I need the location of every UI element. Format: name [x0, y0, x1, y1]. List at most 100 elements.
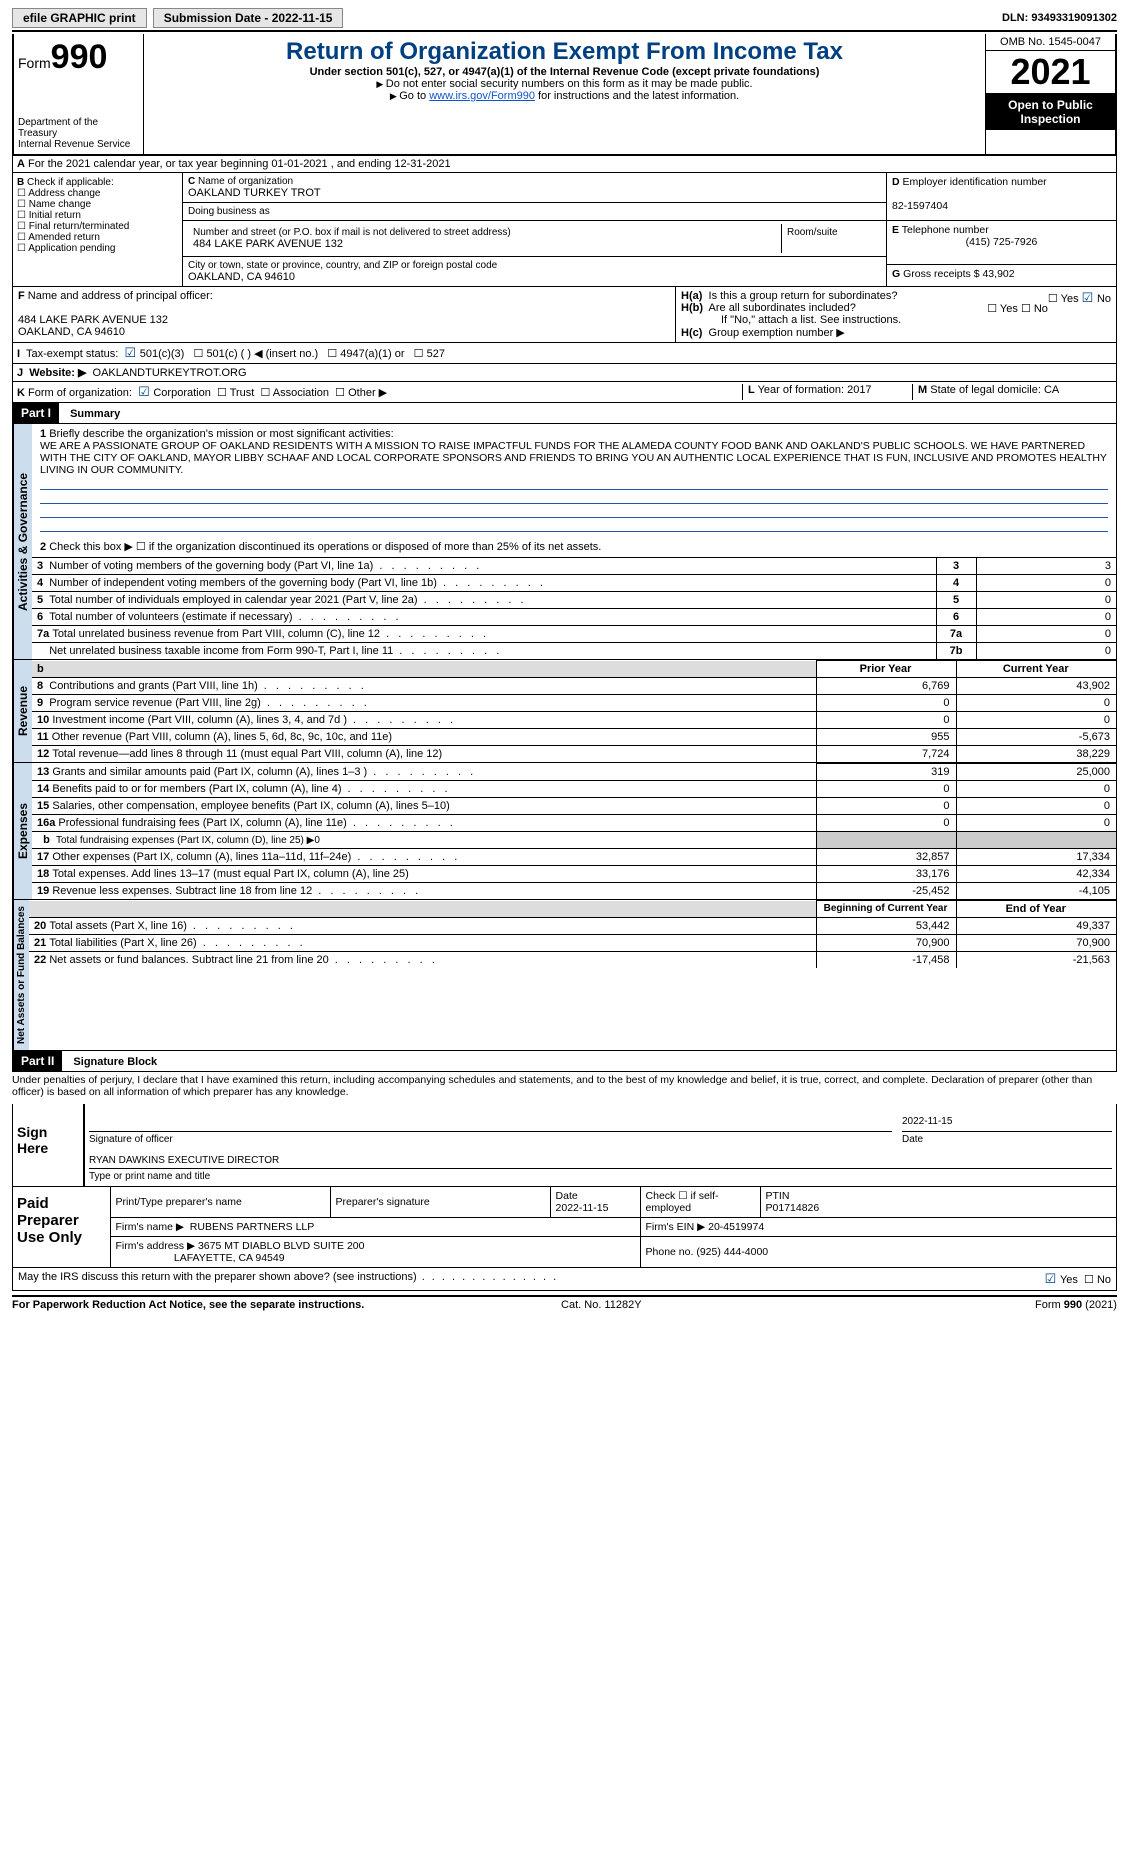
k-trust[interactable]: Trust	[217, 387, 254, 399]
g7b-v: 0	[976, 643, 1116, 660]
phone-label: Phone no.	[646, 1246, 694, 1258]
m-label: State of legal domicile:	[930, 384, 1041, 396]
form-number: 990	[51, 38, 108, 76]
r12-t: Total revenue—add lines 8 through 11 (mu…	[52, 748, 442, 760]
hb-no[interactable]: No	[1021, 303, 1048, 315]
n20-t: Total assets (Part X, line 16)	[49, 920, 296, 932]
row-a: A For the 2021 calendar year, or tax yea…	[12, 156, 1117, 173]
col-c: C Name of organization OAKLAND TURKEY TR…	[183, 173, 886, 286]
g4-k: 4	[936, 575, 976, 592]
room-label: Room/suite	[787, 227, 838, 238]
n20-py: 53,442	[816, 918, 956, 935]
e16a-t: Professional fundraising fees (Part IX, …	[58, 817, 455, 829]
ptin-label: PTIN	[766, 1190, 790, 1202]
form-990-page: efile GRAPHIC print Submission Date - 20…	[0, 0, 1129, 1319]
i-label: Tax-exempt status:	[26, 348, 118, 360]
col-deg: D Employer identification number 82-1597…	[886, 173, 1116, 286]
officer-name-title: RYAN DAWKINS EXECUTIVE DIRECTOR	[89, 1155, 279, 1166]
k-label: Form of organization:	[28, 387, 132, 399]
n22-py: -17,458	[816, 952, 956, 969]
prep-sig-label: Preparer's signature	[330, 1187, 550, 1218]
firm-ein-label: Firm's EIN ▶	[646, 1221, 706, 1233]
paid-preparer-label: Paid Preparer Use Only	[13, 1187, 110, 1267]
n21-t: Total liabilities (Part X, line 26)	[49, 937, 305, 949]
sig-date-value: 2022-11-15	[902, 1116, 1112, 1132]
g6-t: Total number of volunteers (estimate if …	[49, 611, 401, 623]
ha-yes[interactable]: Yes	[1048, 293, 1079, 305]
chk-final-return[interactable]: Final return/terminated	[17, 221, 129, 232]
k-other[interactable]: Other ▶	[335, 387, 387, 399]
g3-t: Number of voting members of the governin…	[49, 560, 482, 572]
l-val: 2017	[847, 384, 871, 396]
check-self-employed[interactable]: Check ☐ if self-employed	[640, 1187, 760, 1218]
b-label: Check if applicable:	[27, 177, 114, 188]
f-label: Name and address of principal officer:	[28, 290, 213, 302]
submission-date-badge: Submission Date - 2022-11-15	[153, 8, 344, 28]
hb-text: Are all subordinates included?	[709, 302, 856, 314]
activities-governance: Activities & Governance 1 Briefly descri…	[12, 424, 1117, 660]
c-name-label: Name of organization	[198, 176, 293, 187]
governance-table: 3 Number of voting members of the govern…	[32, 557, 1116, 659]
section-fh: F Name and address of principal officer:…	[12, 287, 1117, 343]
g4-t: Number of independent voting members of …	[49, 577, 546, 589]
i-501c3[interactable]: 501(c)(3)	[124, 348, 184, 360]
chk-application-pending[interactable]: Application pending	[17, 243, 116, 254]
e14-t: Benefits paid to or for members (Part IX…	[52, 783, 450, 795]
irs-link[interactable]: www.irs.gov/Form990	[429, 90, 535, 102]
n22-t: Net assets or fund balances. Subtract li…	[49, 954, 437, 966]
cy-hdr: Current Year	[956, 661, 1116, 678]
prep-date-val: 2022-11-15	[556, 1202, 609, 1214]
py-hdr: Prior Year	[816, 661, 956, 678]
g3-v: 3	[976, 558, 1116, 575]
r12-cy: 38,229	[956, 746, 1116, 763]
r9-n: 9	[37, 697, 43, 709]
k-corp[interactable]: Corporation	[138, 387, 211, 399]
chk-amended-return[interactable]: Amended return	[17, 232, 100, 243]
dln-label: DLN:	[1002, 12, 1031, 24]
cat-no: Cat. No. 11282Y	[561, 1299, 642, 1311]
ssn-note: Do not enter social security numbers on …	[152, 78, 977, 90]
n21-cy: 70,900	[956, 935, 1116, 952]
g7a-t: Total unrelated business revenue from Pa…	[52, 628, 489, 640]
hb-yes[interactable]: Yes	[987, 303, 1018, 315]
r8-cy: 43,902	[956, 678, 1116, 695]
r11-n: 11	[37, 731, 49, 743]
e13-t: Grants and similar amounts paid (Part IX…	[52, 766, 476, 778]
chk-initial-return[interactable]: Initial return	[17, 210, 81, 221]
may-discuss-row: May the IRS discuss this return with the…	[12, 1268, 1117, 1291]
g7b-k: 7b	[936, 643, 976, 660]
sign-here-block: Sign Here Signature of officer 2022-11-1…	[12, 1104, 1117, 1187]
may-yes[interactable]: Yes	[1045, 1274, 1078, 1286]
k-assoc[interactable]: Association	[260, 387, 329, 399]
e14-n: 14	[37, 783, 49, 795]
revenue-section: Revenue bPrior YearCurrent Year 8 Contri…	[12, 660, 1117, 763]
ein-value: 82-1597404	[892, 200, 948, 212]
i-4947[interactable]: 4947(a)(1) or	[327, 348, 404, 360]
r10-t: Investment income (Part VIII, column (A)…	[52, 714, 456, 726]
may-no[interactable]: No	[1084, 1274, 1111, 1286]
mission-text: WE ARE A PASSIONATE GROUP OF OAKLAND RES…	[40, 440, 1107, 476]
i-501c[interactable]: 501(c) ( ) ◀ (insert no.)	[194, 348, 319, 360]
chk-name-change[interactable]: Name change	[17, 199, 91, 210]
revenue-table: bPrior YearCurrent Year 8 Contributions …	[32, 660, 1116, 762]
submission-date-label: Submission Date -	[164, 11, 272, 25]
row-a-text: For the 2021 calendar year, or tax year …	[28, 158, 451, 170]
sig-officer-label: Signature of officer	[89, 1134, 892, 1145]
website-value: OAKLANDTURKEYTROT.ORG	[93, 367, 247, 379]
street-label: Number and street (or P.O. box if mail i…	[193, 227, 511, 238]
r11-cy: -5,673	[956, 729, 1116, 746]
header-right: OMB No. 1545-0047 2021 Open to Public In…	[985, 34, 1115, 154]
e15-t: Salaries, other compensation, employee b…	[52, 800, 449, 812]
part1-label: Part I	[13, 403, 59, 423]
chk-address-change[interactable]: Address change	[17, 188, 100, 199]
footer: For Paperwork Reduction Act Notice, see …	[12, 1295, 1117, 1311]
firm-city-val: LAFAYETTE, CA 94549	[174, 1252, 285, 1264]
ha-no[interactable]: No	[1082, 293, 1111, 305]
n20-n: 20	[34, 920, 46, 932]
i-527[interactable]: 527	[414, 348, 445, 360]
sig-date-label: Date	[902, 1134, 1112, 1145]
firm-ein-val: 20-4519974	[708, 1221, 764, 1233]
e16b-t: Total fundraising expenses (Part IX, col…	[56, 835, 320, 846]
submission-date-value: 2022-11-15	[272, 11, 333, 25]
tax-year: 2021	[986, 51, 1115, 94]
